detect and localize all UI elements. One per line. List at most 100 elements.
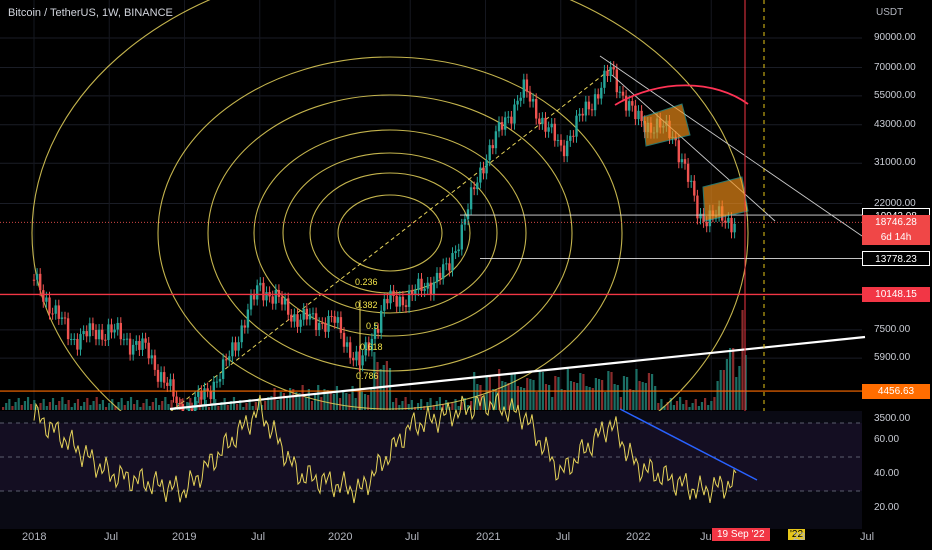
time-label: Jul <box>700 531 715 543</box>
candle-body <box>150 355 153 359</box>
volume-bar <box>370 387 373 410</box>
candle-body <box>234 342 237 351</box>
volume-bar <box>260 405 264 410</box>
volume-bar <box>111 399 114 410</box>
volume-bar <box>136 400 139 410</box>
fib-circle <box>207 94 573 372</box>
candle-body <box>414 290 417 296</box>
fib-circle <box>253 129 527 337</box>
volume-bar <box>423 406 426 410</box>
volume-bar <box>523 388 526 410</box>
candle-body <box>352 357 355 361</box>
time-label: Jul <box>251 531 266 543</box>
candle-body <box>581 113 584 116</box>
volume-bar <box>42 399 45 410</box>
volume-bar <box>644 383 647 410</box>
candle-body <box>277 290 281 297</box>
candle-body <box>305 308 308 320</box>
volume-bar <box>304 397 307 410</box>
candle-body <box>35 273 39 280</box>
candle-body <box>32 279 36 281</box>
volume-bar <box>519 387 523 410</box>
candle-body <box>460 224 463 250</box>
fib-diagonal <box>169 67 613 413</box>
volume-bar <box>129 397 133 410</box>
candle-body <box>330 315 333 317</box>
fib-circle <box>282 152 498 314</box>
candle-body <box>587 101 591 110</box>
candle-body <box>525 79 529 92</box>
candle-body <box>178 402 181 404</box>
price-tag: 10148.15 <box>862 287 930 303</box>
volume-bar <box>725 359 729 410</box>
volume-bar <box>379 369 382 410</box>
volume-bar <box>707 405 710 410</box>
volume-bar <box>675 401 679 410</box>
rsi-panel <box>0 391 862 529</box>
volume-bar <box>732 348 735 410</box>
volume-bar <box>89 405 92 410</box>
candle-body <box>429 282 432 295</box>
candle-body <box>299 319 302 327</box>
volume-bar <box>120 398 123 410</box>
volume-bar <box>685 400 688 410</box>
candle-body <box>57 305 60 319</box>
candle-body <box>76 338 79 350</box>
candle-body <box>637 110 640 120</box>
volume-bar <box>298 393 301 410</box>
volume-bar <box>504 382 507 410</box>
volume-bar <box>332 394 335 410</box>
bear-flag-2 <box>702 176 749 222</box>
volume-bar <box>83 402 86 410</box>
downtrend-line <box>599 55 863 237</box>
volume-bar <box>342 390 345 410</box>
volume-bar <box>239 400 242 410</box>
trend-line-white <box>169 335 866 411</box>
candle-body <box>262 282 265 301</box>
volume-bar <box>158 405 161 410</box>
candle-body <box>485 160 488 174</box>
candle-body <box>156 369 160 382</box>
candle-body <box>302 308 305 320</box>
candle-body <box>135 341 138 345</box>
candle-body <box>516 100 519 105</box>
volume-bar <box>432 405 435 410</box>
volume-bar <box>55 405 58 410</box>
volume-bar <box>264 401 267 410</box>
volume-bar <box>460 402 463 410</box>
price-tick: 55000.00 <box>874 89 916 101</box>
candle-body <box>361 355 364 366</box>
volume-bar <box>420 399 423 410</box>
candle-body <box>510 116 513 124</box>
time-label: '22 <box>788 529 806 540</box>
volume-bar <box>338 398 342 410</box>
rsi-tick: 20.00 <box>874 502 900 513</box>
volume-bar <box>632 390 635 410</box>
volume-bar <box>597 379 601 410</box>
candle-body <box>237 342 240 351</box>
candle-body <box>240 325 243 343</box>
volume-bar <box>457 406 460 410</box>
volume-bar <box>139 407 142 410</box>
candle-body <box>39 273 42 291</box>
candle-body <box>683 159 687 164</box>
candle-body <box>398 296 401 307</box>
time-label: 23 <box>793 531 806 543</box>
candle-body <box>699 213 702 219</box>
volume-bar <box>585 386 588 410</box>
volume-bar <box>133 404 136 410</box>
volume-bar <box>679 397 682 410</box>
candle-body <box>535 99 538 119</box>
candle-body <box>454 251 457 254</box>
volume-bar <box>638 381 641 410</box>
candle-body <box>435 272 439 283</box>
candle-body <box>562 145 566 157</box>
candle-body <box>634 105 637 120</box>
candle-body <box>252 295 256 300</box>
volume-bar <box>314 393 317 410</box>
volume-bar <box>367 395 370 410</box>
volume-bar <box>51 398 55 410</box>
volume-bar <box>14 402 17 410</box>
volume-bar <box>292 389 295 410</box>
